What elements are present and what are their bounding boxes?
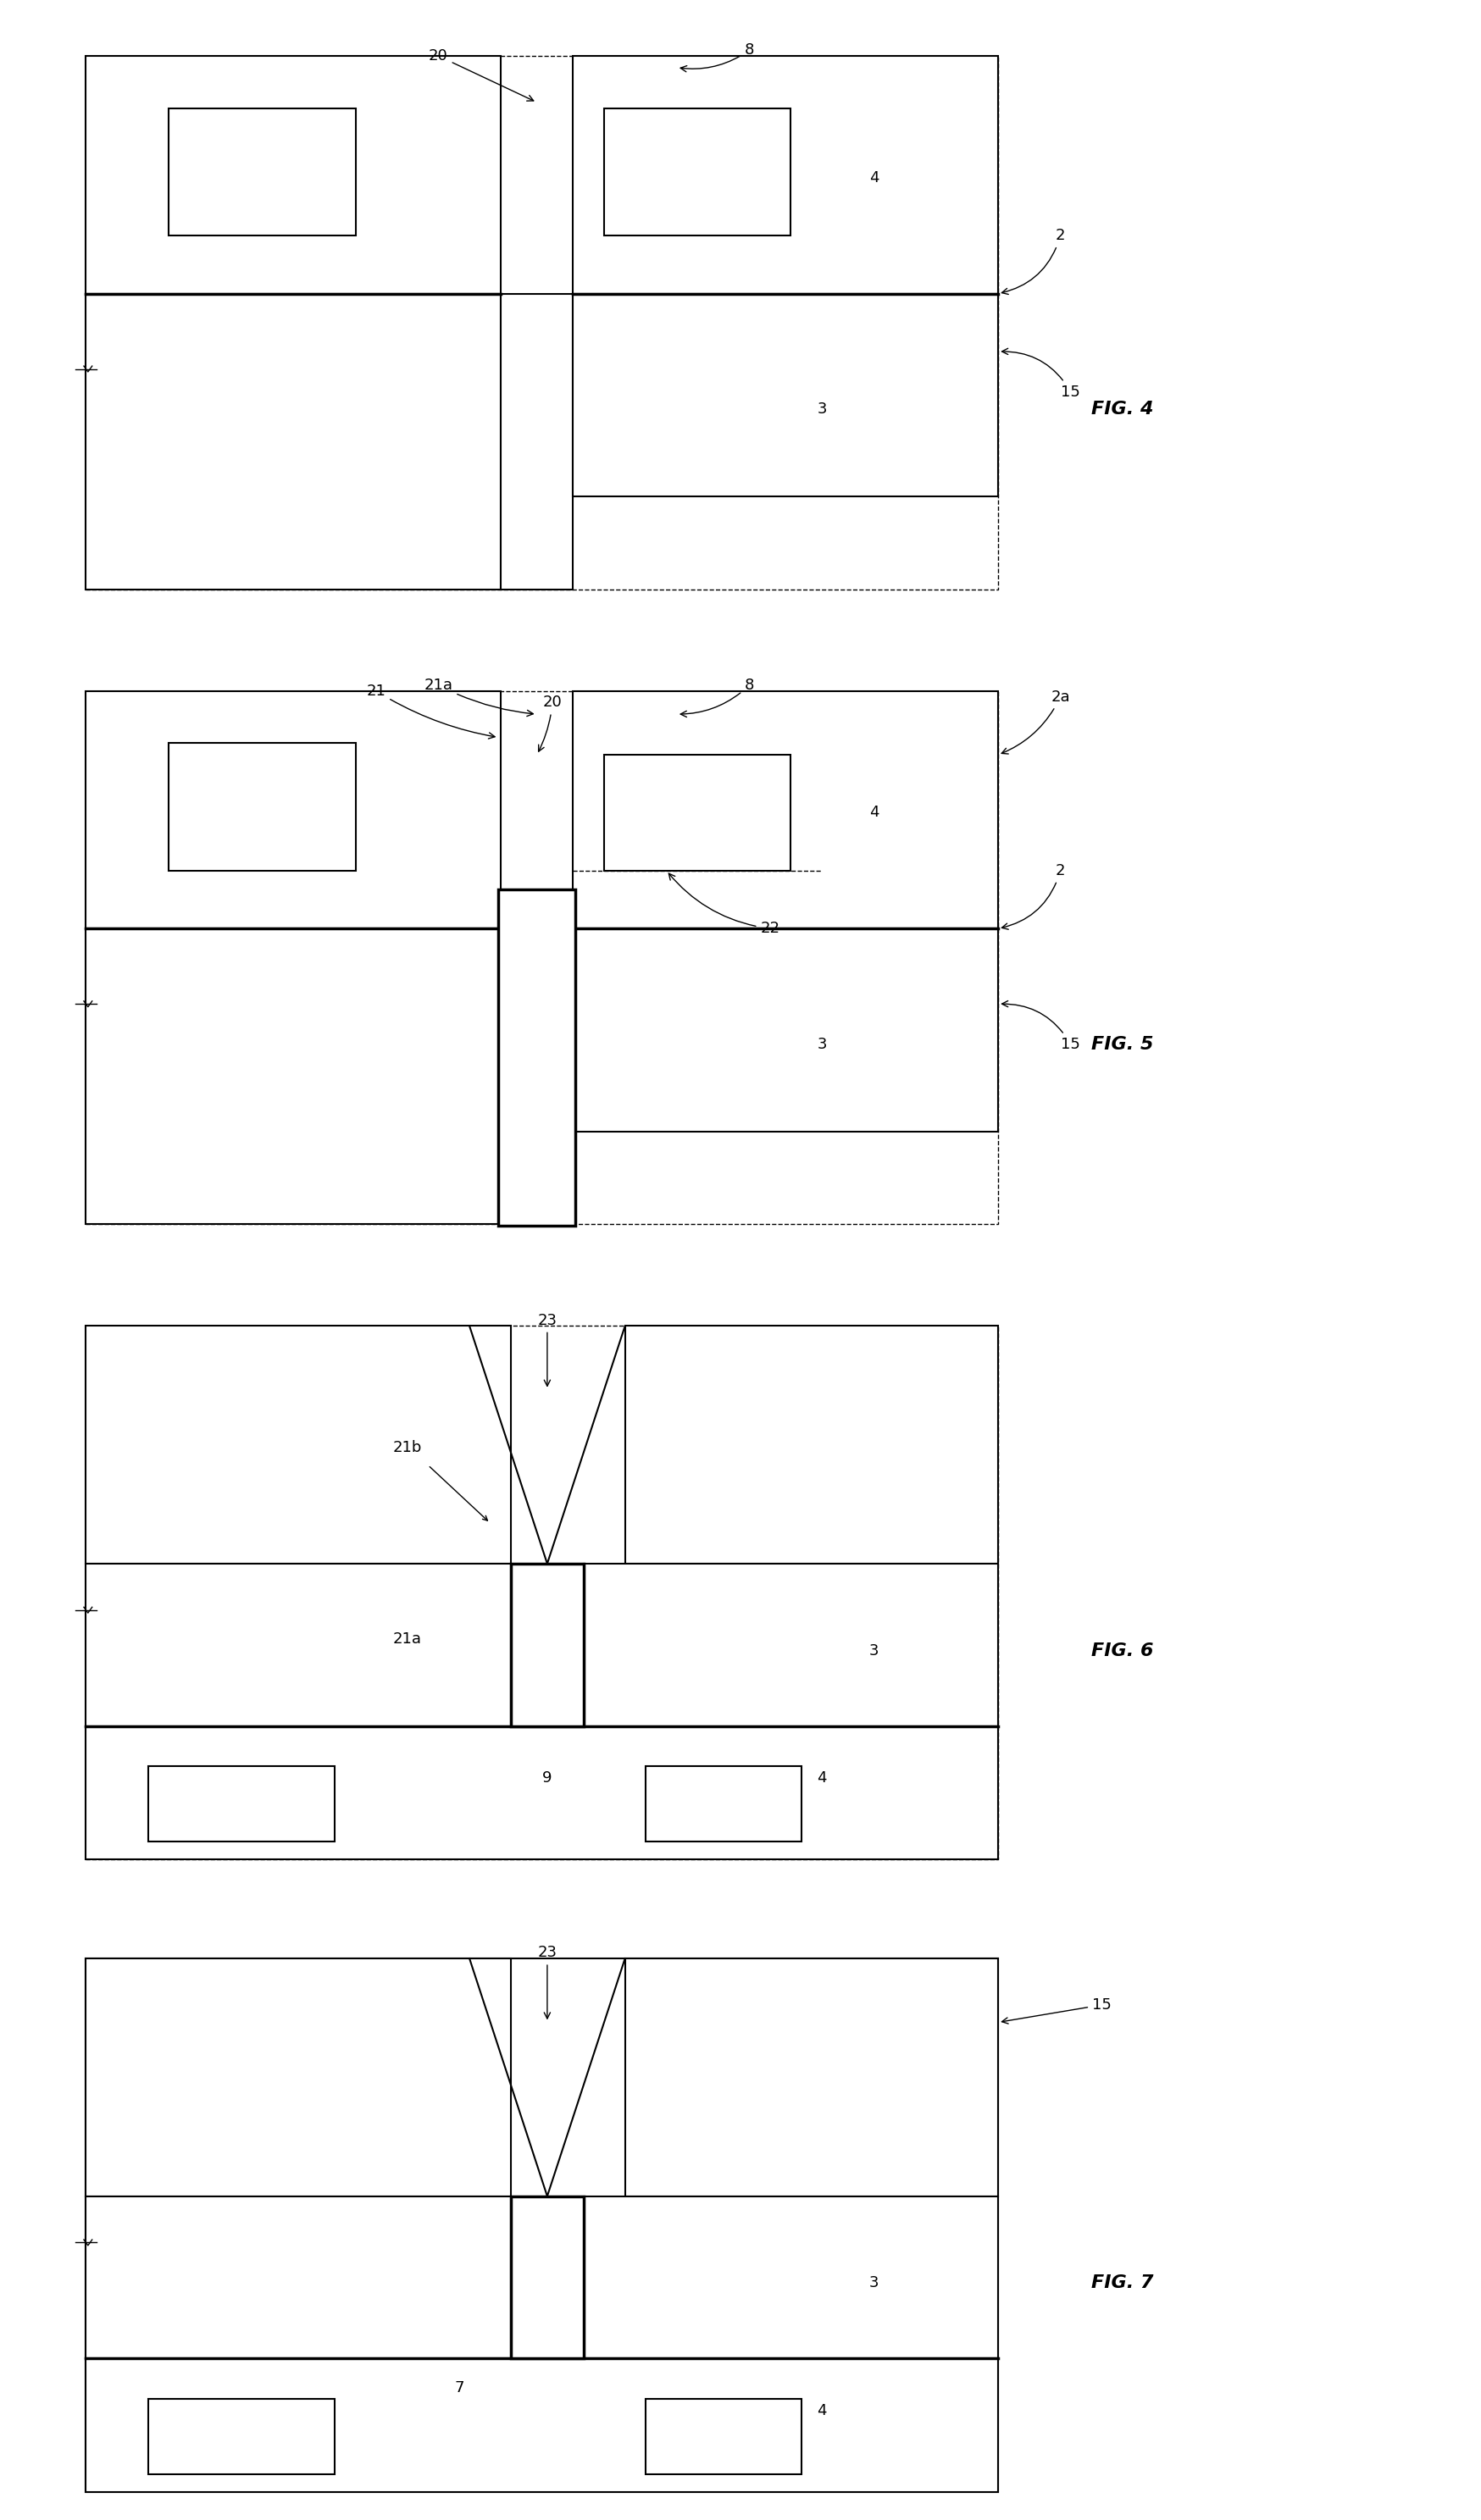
Bar [625,1958,998,2195]
Bar [169,108,355,237]
Bar [148,1767,335,1842]
Bar [86,930,501,1225]
Text: 21: 21 [366,683,495,738]
Text: 15: 15 [1001,1000,1081,1053]
Text: FIG. 7: FIG. 7 [1091,2276,1154,2291]
Bar [86,1562,511,1726]
Text: 4: 4 [818,1772,826,1787]
Text: FIG. 5: FIG. 5 [1091,1036,1154,1053]
Bar [86,2195,511,2359]
Bar [511,1562,584,1726]
Text: 21a: 21a [392,1630,422,1646]
Bar [646,2399,801,2475]
Text: 3: 3 [869,1643,878,1658]
Bar [86,55,998,590]
Bar [86,1326,511,1562]
Bar [501,295,573,590]
Text: 3: 3 [818,1036,826,1053]
Bar [86,2359,998,2492]
Bar [604,108,791,237]
Bar [86,1726,998,1860]
Bar [625,1326,998,1562]
Text: 20: 20 [539,696,563,751]
Text: 7: 7 [455,2379,464,2394]
Bar [86,1326,998,1860]
Text: 15: 15 [1001,348,1081,401]
Bar [86,1958,998,2492]
Text: 8: 8 [662,1772,671,1787]
Text: 2: 2 [1001,227,1065,295]
Bar [86,1958,511,2195]
Text: 4: 4 [869,169,878,186]
Bar [501,930,573,1225]
Text: 21a: 21a [424,678,533,716]
Text: 20: 20 [428,48,533,101]
Text: FIG. 4: FIG. 4 [1091,401,1154,418]
Text: 21b: 21b [523,1036,551,1053]
Bar [511,2195,584,2359]
Bar [86,55,501,295]
Text: 8: 8 [680,678,754,718]
Text: 8: 8 [662,2404,671,2419]
Text: 4: 4 [818,2404,826,2419]
Text: FIG. 6: FIG. 6 [1091,1643,1154,1658]
Text: 2: 2 [1001,862,1065,930]
Text: 15: 15 [1001,1998,1112,2024]
Bar [148,2399,335,2475]
Text: 3: 3 [818,401,826,418]
Bar [604,753,791,869]
Bar [86,690,998,1225]
Bar [584,1562,998,1726]
Text: 4: 4 [869,804,878,822]
Text: 9: 9 [542,2276,552,2291]
Text: 22: 22 [669,874,780,937]
Bar [86,690,501,927]
Bar [573,930,998,1131]
Bar [499,890,575,1225]
Bar [573,55,998,295]
Text: 23: 23 [538,1945,557,2019]
Bar [573,690,998,927]
Bar [86,295,501,590]
Text: 9: 9 [542,1772,552,1787]
Bar [584,2195,998,2359]
Text: 21b: 21b [392,1439,422,1457]
Text: 8: 8 [680,43,754,71]
Bar [573,295,998,496]
Text: 23: 23 [538,1313,557,1386]
Text: 2a: 2a [1001,688,1069,753]
Text: 3: 3 [869,2276,878,2291]
Bar [646,1767,801,1842]
Bar [169,743,355,869]
